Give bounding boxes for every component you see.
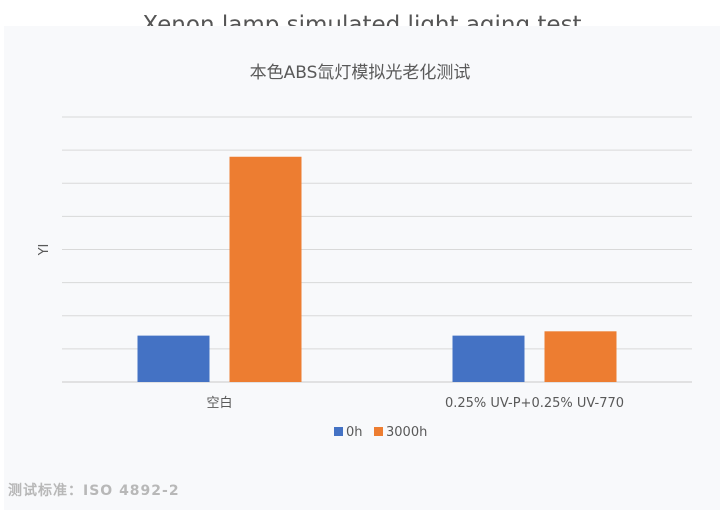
bar-0h-1 [452,335,525,382]
legend-swatch-0h [334,427,343,436]
bar-chart: 本色ABS氙灯模拟光老化测试 空白 0.25% UV-P+0.25% UV-770… [37,63,692,440]
bar-3000h-1 [544,331,617,382]
x-tick-label: 0.25% UV-P+0.25% UV-770 [445,396,624,411]
x-tick-labels: 空白 0.25% UV-P+0.25% UV-770 [206,395,624,411]
legend-swatch-3000h [374,427,383,436]
chart-panel: 本色ABS氙灯模拟光老化测试 空白 0.25% UV-P+0.25% UV-770… [4,26,720,510]
bars-group [137,156,617,382]
bar-0h-0 [137,335,210,382]
bar-3000h-0 [229,156,302,382]
legend-label-3000h: 3000h [386,425,427,440]
legend: 0h 3000h [334,425,427,440]
chart-title: 本色ABS氙灯模拟光老化测试 [250,63,471,83]
x-tick-label: 空白 [206,395,232,411]
y-axis-label: YI [37,244,52,257]
test-standard-note: 测试标准：ISO 4892-2 [8,483,180,499]
legend-label-0h: 0h [346,425,363,440]
